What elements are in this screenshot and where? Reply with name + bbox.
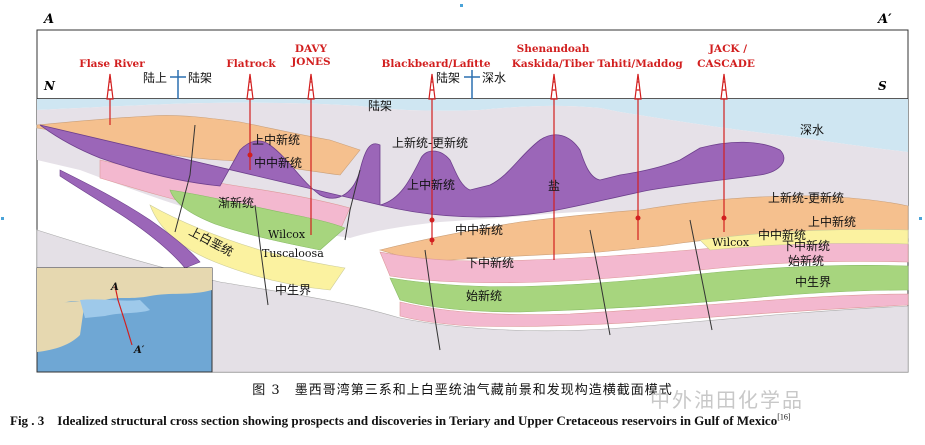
well-label-jack: JACK / [708,43,747,55]
fault-line [689,219,713,331]
inset-label-a: A [110,282,119,293]
layer-label-pliocene-pleistocene: 上新统-更新统 [768,190,844,205]
upper-cretaceous-layer [149,204,346,291]
lower-miocene-band [379,241,909,284]
location-map-inset: A A′ [36,267,213,373]
salt-weld-left [59,169,201,269]
layer-label-wilcox: Wilcox [268,228,306,241]
layer-label-middle-miocene: 中中新统 [254,155,302,170]
page-edge-marker [460,4,463,7]
well-label-tahiti-maddog: Tahiti/Maddog [597,58,683,70]
page-edge-marker [919,217,922,220]
sea-water [37,99,908,152]
caption-english-text: Fig . 3 Idealized structural cross secti… [10,413,778,428]
shelf-deepwater-marker [464,70,480,99]
marker-deepwater: 深水 [482,71,506,85]
well-flase-river [106,73,114,125]
layer-label-tuscaloosa: Tuscaloosa [262,247,324,260]
layer-label-deepwater: 深水 [800,123,824,137]
layer-label-middle-miocene: 中中新统 [758,227,806,242]
page-edge-marker [1,217,4,220]
eocene-green-band [389,264,909,313]
layer-label-eocene: 始新统 [466,288,502,303]
section-label-a: A [42,12,54,27]
north-label: N [43,79,56,93]
well-label-shenandoah: Shenandoah [517,43,590,55]
layer-label-middle-miocene: 中中新统 [455,222,503,237]
well-jack-cascade [720,73,728,232]
well-flatrock [246,73,254,170]
layer-label-upper-miocene: 上中新统 [407,177,455,192]
well-label-davy: DAVY [295,43,328,55]
fault-line [254,204,269,306]
wilcox-yellow-band [699,229,909,251]
marker-shelf-a: 陆架 [188,70,212,85]
well-label-flatrock: Flatrock [226,58,276,70]
layer-label-mesozoic: 中生界 [795,274,831,289]
salt-body [39,124,785,218]
well-label-flase-river: Flase River [79,58,145,70]
caption-reference: [16] [777,412,791,422]
well-blackbeard-lafitte [428,73,436,245]
layer-label-upper-miocene: 上中新统 [808,214,856,229]
well-label-cascade: CASCADE [697,58,755,70]
well-tahiti-maddog [634,73,642,240]
layer-label-mesozoic: 中生界 [275,282,311,297]
well-label-blackbeard-lafitte: Blackbeard/Lafitte [381,58,490,70]
layer-label-lower-miocene: 下中新统 [782,238,830,253]
layer-label-shelf: 陆架 [368,98,392,113]
layer-label-lower-miocene: 下中新统 [466,255,514,270]
oligocene-layer [169,189,346,251]
figure-caption-english: Fig . 3 Idealized structural cross secti… [10,410,920,429]
fault-line [424,249,441,351]
inset-label-a-prime: A′ [133,345,145,356]
marker-onshore: 陆上 [143,70,167,85]
south-label: S [878,79,887,93]
section-label-a-prime: A′ [876,12,892,27]
layer-label-eocene: 始新统 [788,253,824,268]
well-label-jones: JONES [290,56,330,68]
fault-line [589,229,611,336]
fault-line [344,169,361,241]
figure-caption-chinese: 图 3 墨西哥湾第三系和上白垩统油气藏前景和发现构造横截面模式 [252,383,673,398]
fault-line [174,124,196,233]
watermark-text: 中外油田化学品 [650,388,804,412]
layer-label-wilcox: Wilcox [712,236,750,249]
layer-label-oligocene: 渐新统 [218,195,254,210]
well-label-kaskida-tiber: Kaskida/Tiber [512,58,595,70]
eocene-pink-band [399,293,909,327]
layer-label-salt: 盐 [548,179,560,193]
onshore-shelf-marker [170,70,186,99]
well-davy-jones [307,73,315,235]
marker-shelf-b: 陆架 [436,70,460,85]
layer-label-pliocene-pleistocene: 上新统-更新统 [392,135,468,150]
well-shenandoah [550,73,558,260]
layer-label-upper-miocene: 上中新统 [252,132,300,147]
